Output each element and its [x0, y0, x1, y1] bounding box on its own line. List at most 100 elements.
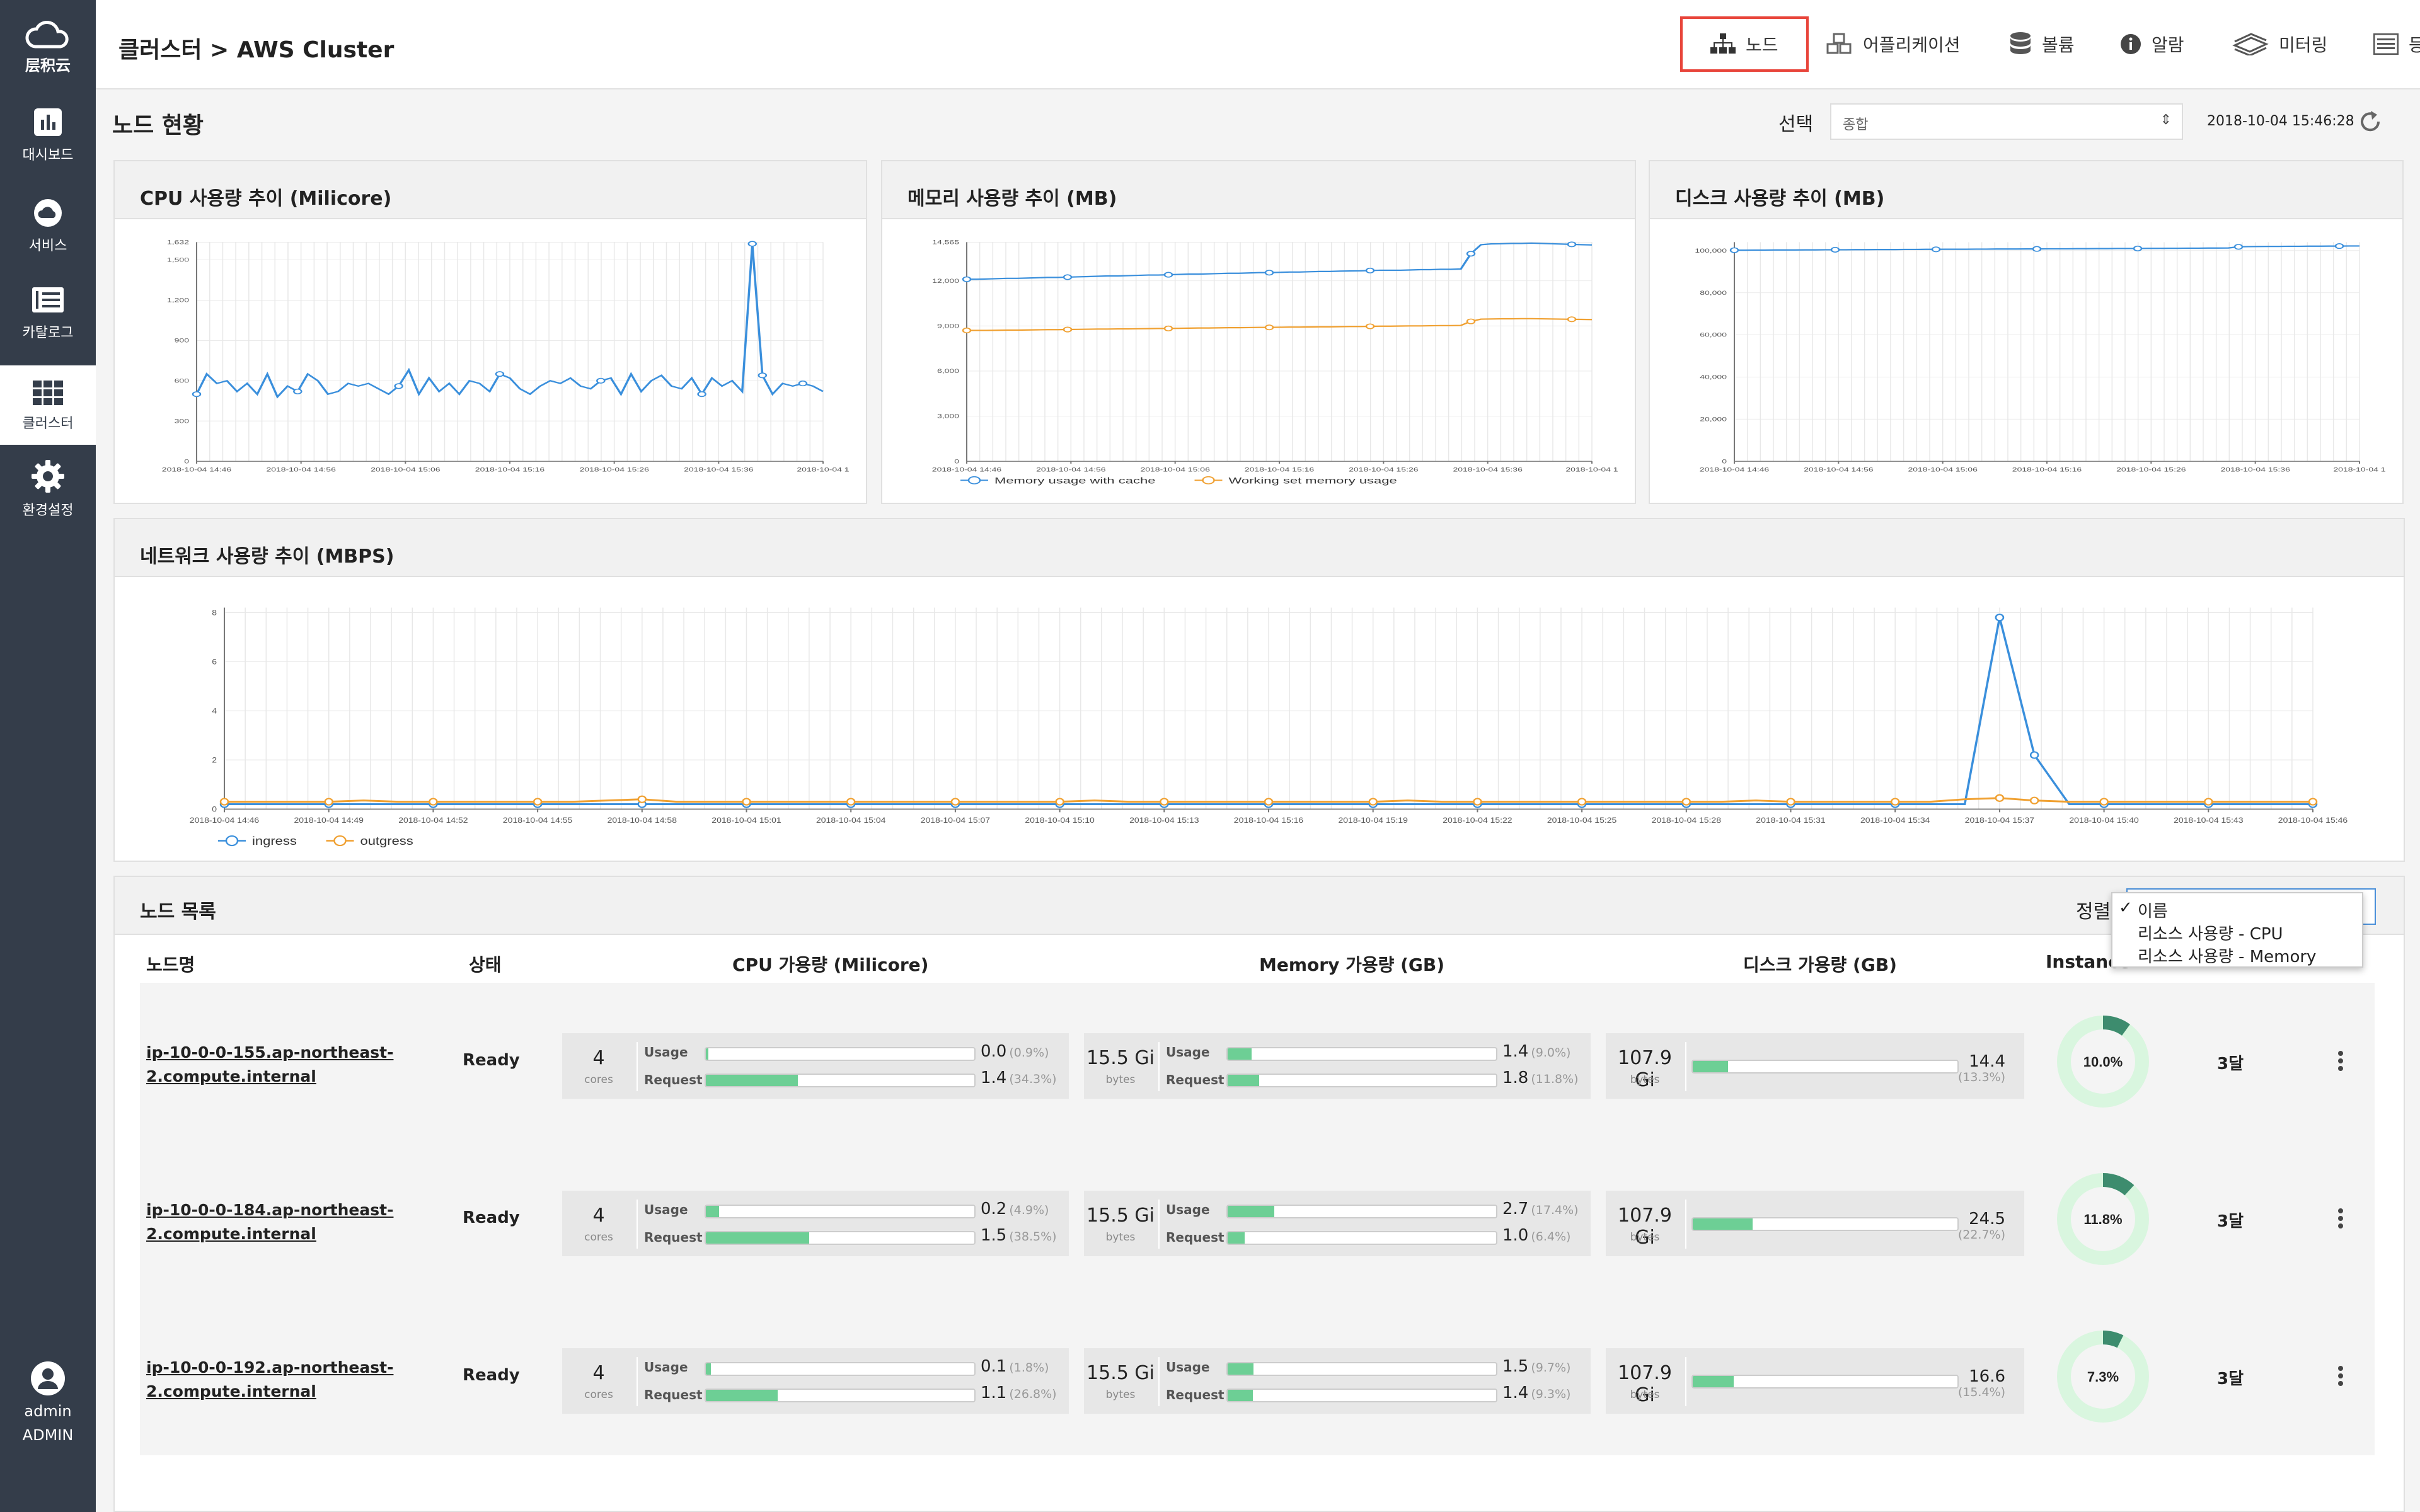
series-point — [1063, 274, 1073, 280]
value: 1.1 — [981, 1383, 1007, 1402]
tab-metering[interactable]: 미터링 — [2232, 16, 2327, 72]
cpu-total: 4 — [592, 1047, 605, 1069]
y-tick-label: 80,000 — [1700, 290, 1727, 296]
memory-chart-panel: 메모리 사용량 추이 (MB) 0 3,000 6,000 9,000 12,000 14… — [881, 160, 1636, 504]
tab-registration[interactable]: 등록관리 — [2373, 16, 2420, 72]
series-point — [533, 798, 543, 806]
check-icon: ✓ — [2119, 898, 2133, 917]
user-profile[interactable]: admin ADMIN — [0, 1361, 96, 1444]
select-arrows-icon: ⇕ — [2160, 112, 2172, 128]
tab-node[interactable]: 노드 — [1680, 16, 1809, 72]
series-point — [2334, 243, 2344, 249]
network-chart-title: 네트워크 사용량 추이 (MBPS) — [115, 519, 2404, 577]
legend-label: Working set memory usage — [1229, 476, 1397, 486]
y-tick-label: 9,000 — [937, 323, 960, 329]
overview-select[interactable]: 종합 ⇕ — [1830, 103, 2183, 140]
more-vertical-icon[interactable] — [2336, 1206, 2346, 1231]
more-vertical-icon[interactable] — [2336, 1048, 2346, 1074]
series-point — [219, 798, 229, 806]
disk-metric: 107.9 Gi bytes 14.4 (13.3%) — [1606, 1033, 2024, 1099]
refresh-icon[interactable] — [2357, 108, 2383, 135]
divider — [1685, 1357, 1686, 1406]
tab-volume[interactable]: 볼륨 — [2009, 16, 2075, 72]
logo[interactable]: 层积云 — [0, 13, 96, 82]
series-point — [1729, 247, 1739, 253]
network-chart: 0 2 4 6 8 2018-10-04 14:46 2018-10-04 14:49 201… — [190, 607, 2348, 848]
sort-option-memory[interactable]: 리소스 사용량 - Memory — [2138, 948, 2317, 966]
bar-chart-icon — [34, 108, 62, 136]
instance-donut: 7.3% — [2057, 1331, 2149, 1423]
value: 0.2 — [981, 1200, 1007, 1218]
divider — [637, 1042, 638, 1091]
y-tick-label: 14,565 — [932, 239, 959, 246]
y-tick-label: 40,000 — [1700, 374, 1727, 381]
series-point — [192, 391, 202, 398]
cpu-unit: cores — [584, 1389, 613, 1401]
y-tick-label: 4 — [212, 707, 217, 716]
x-tick-label: 2018-10-04 15:19 — [1339, 816, 1408, 825]
x-tick-label: 2018-10-04 15:43 — [2174, 816, 2243, 825]
percent: (0.9%) — [1009, 1046, 1049, 1060]
usage-label: Usage — [1166, 1360, 1210, 1375]
divider — [1158, 1200, 1160, 1249]
money-icon — [2232, 33, 2269, 55]
x-tick-label: 2018-10-04 1 — [1565, 467, 1618, 473]
series-point — [1063, 326, 1073, 333]
series-point — [846, 798, 856, 806]
node-list-title: 노드 목록 — [140, 901, 216, 923]
memory-usage-bar — [1226, 1047, 1497, 1061]
node-name-link[interactable]: ip-10-0-0-155.ap-northeast- 2.compute.in… — [146, 1041, 393, 1089]
tab-alarm[interactable]: 알람 — [2120, 16, 2184, 72]
series-point — [1264, 270, 1274, 276]
memory-unit: bytes — [1105, 1074, 1136, 1086]
network-chart-panel: 네트워크 사용량 추이 (MBPS) 0 2 4 6 8 2018-10-04 14:46… — [113, 518, 2405, 862]
instance-percent: 10.0% — [2083, 1054, 2123, 1070]
sidebar-item-settings[interactable]: 환경설정 — [0, 460, 96, 541]
sort-option-name[interactable]: 이름 — [2138, 902, 2168, 921]
age-text: 3달 — [2217, 1370, 2244, 1389]
disk-usage-bar — [1691, 1217, 1959, 1231]
tab-application[interactable]: 어플리케이션 — [1826, 16, 1961, 72]
cpu-chart-title: CPU 사용량 추이 (Milicore) — [115, 161, 866, 219]
cpu-unit: cores — [584, 1231, 613, 1244]
more-vertical-icon[interactable] — [2336, 1363, 2346, 1389]
usage-label: Usage — [644, 1045, 688, 1060]
info-icon — [2121, 34, 2141, 54]
bar-fill — [1228, 1363, 1254, 1375]
legend-marker — [225, 835, 239, 847]
sidebar-item-label: 클러스터 — [22, 416, 74, 432]
sort-option-cpu[interactable]: 리소스 사용량 - CPU — [2138, 925, 2283, 944]
node-name-line2: 2.compute.internal — [146, 1067, 316, 1085]
sidebar-item-dashboard[interactable]: 대시보드 — [0, 107, 96, 188]
series-point — [1577, 798, 1587, 806]
sidebar-item-label: 서비스 — [28, 238, 67, 254]
memory-usage-value: 1.4 (9.0%) — [1502, 1042, 1570, 1061]
percent: (13.3%) — [1957, 1070, 2005, 1084]
tab-label: 알람 — [2152, 35, 2184, 55]
x-tick-label: 2018-10-04 14:55 — [503, 816, 572, 825]
sidebar-item-cluster[interactable]: 클러스터 — [0, 365, 96, 445]
x-tick-label: 2018-10-04 15:40 — [2069, 816, 2138, 825]
y-tick-label: 1,632 — [167, 239, 189, 246]
percent: (34.3%) — [1009, 1072, 1057, 1086]
memory-usage-bar — [1226, 1362, 1497, 1376]
legend-marker — [967, 476, 981, 484]
node-name-link[interactable]: ip-10-0-0-192.ap-northeast- 2.compute.in… — [146, 1356, 393, 1404]
bar-fill — [1228, 1232, 1245, 1244]
sidebar-item-label: 카탈로그 — [22, 325, 74, 341]
sidebar-item-catalog[interactable]: 카탈로그 — [0, 285, 96, 365]
percent: (9.3%) — [1531, 1387, 1571, 1401]
memory-request-value: 1.4 (9.3%) — [1502, 1383, 1570, 1402]
cubes-icon — [1826, 33, 1852, 54]
series-point — [1466, 318, 1476, 324]
disk-metric: 107.9 Gi bytes 16.6 (15.4%) — [1606, 1348, 2024, 1414]
bar-fill — [1693, 1218, 1753, 1230]
value: 1.4 — [1502, 1042, 1529, 1061]
sidebar-item-service[interactable]: 서비스 — [0, 198, 96, 278]
memory-usage-bar — [1226, 1205, 1497, 1218]
x-tick-label: 2018-10-04 14:56 — [1036, 467, 1105, 473]
cpu-usage-bar — [705, 1362, 976, 1376]
usage-label: Usage — [1166, 1202, 1210, 1217]
node-name-link[interactable]: ip-10-0-0-184.ap-northeast- 2.compute.in… — [146, 1198, 393, 1246]
x-tick-label: 2018-10-04 15:10 — [1025, 816, 1094, 825]
